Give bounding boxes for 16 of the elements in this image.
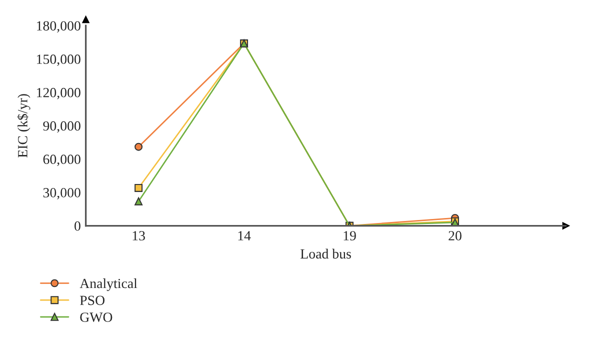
y-tick-label: 120,000 [37,88,80,100]
x-tick-label: 14 [238,231,251,240]
y-tick-label: 60,000 [43,154,80,166]
x-tick-label: 13 [132,231,145,240]
y-tick-label: 150,000 [37,54,80,66]
y-axis-title: EIC (k$/yr) [17,94,30,158]
legend-label: GWO [80,312,112,322]
x-axis-title: Load bus [300,248,351,259]
x-tick-label: 20 [448,231,462,240]
legend-label: PSO [80,296,104,306]
x-tick-label: 19 [344,231,356,240]
y-tick-label: 0 [74,221,80,231]
y-tick-label: 180,000 [37,21,80,33]
y-tick-label: 90,000 [43,121,80,133]
legend-label: Analytical [80,278,138,292]
y-tick-label: 30,000 [43,188,80,200]
